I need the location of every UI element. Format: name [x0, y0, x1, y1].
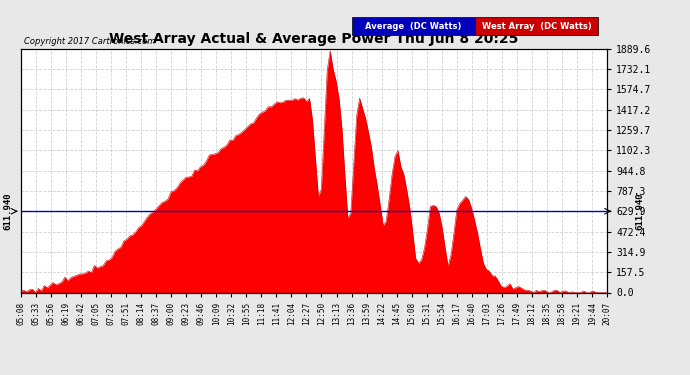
Text: West Array  (DC Watts): West Array (DC Watts): [482, 22, 592, 31]
Text: 611.940: 611.940: [3, 192, 12, 230]
FancyBboxPatch shape: [352, 17, 475, 35]
Title: West Array Actual & Average Power Thu Jun 8 20:25: West Array Actual & Average Power Thu Ju…: [109, 32, 519, 46]
Text: 611.940: 611.940: [635, 192, 644, 230]
Text: Copyright 2017 Cartronics.com: Copyright 2017 Cartronics.com: [23, 38, 155, 46]
FancyBboxPatch shape: [475, 17, 598, 35]
Text: Average  (DC Watts): Average (DC Watts): [366, 22, 462, 31]
